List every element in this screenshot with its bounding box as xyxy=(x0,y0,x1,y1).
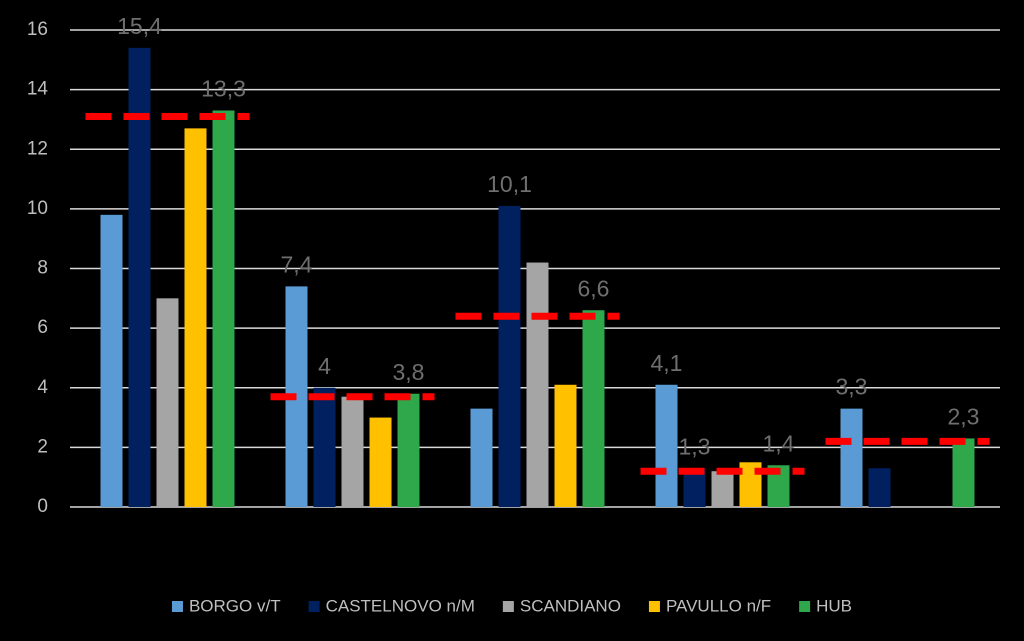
y-tick-label: 10 xyxy=(27,198,48,219)
y-tick-label: 8 xyxy=(37,258,48,279)
legend-label: PAVULLO n/F xyxy=(666,596,771,615)
bar xyxy=(840,408,863,507)
y-tick-label: 14 xyxy=(27,79,49,100)
data-label: 4,1 xyxy=(651,350,683,376)
bar xyxy=(498,205,521,508)
bar xyxy=(868,468,891,507)
data-label: 15,4 xyxy=(117,13,162,39)
bar xyxy=(313,387,336,507)
legend-label: BORGO v/T xyxy=(189,596,281,615)
data-label: 3,8 xyxy=(393,359,425,385)
y-tick-label: 12 xyxy=(27,138,48,159)
legend-marker xyxy=(502,601,514,612)
data-label: 1,4 xyxy=(763,430,795,456)
data-label: 3,3 xyxy=(836,374,868,400)
legend-marker xyxy=(648,601,660,612)
bar xyxy=(369,417,392,507)
bar xyxy=(470,408,493,507)
y-tick-label: 6 xyxy=(37,317,48,338)
legend-label: CASTELNOVO n/M xyxy=(326,596,475,615)
data-label: 4 xyxy=(318,353,331,379)
bar xyxy=(554,384,577,507)
bar xyxy=(397,393,420,507)
y-tick-label: 16 xyxy=(27,19,48,40)
data-label: 1,3 xyxy=(679,433,711,459)
data-label: 6,6 xyxy=(578,275,610,301)
bar xyxy=(711,471,734,507)
data-label: 2,3 xyxy=(948,404,980,430)
legend-label: HUB xyxy=(816,596,852,615)
bar xyxy=(767,465,790,507)
data-label: 10,1 xyxy=(487,171,532,197)
bar xyxy=(100,214,123,507)
bar xyxy=(212,110,235,508)
bar xyxy=(683,468,706,507)
y-tick-label: 4 xyxy=(37,377,48,398)
bar xyxy=(952,438,975,507)
bar xyxy=(655,384,678,507)
bar xyxy=(184,128,207,507)
bar xyxy=(526,262,549,507)
legend-label: SCANDIANO xyxy=(520,596,621,615)
data-label: 7,4 xyxy=(281,251,313,277)
y-tick-label: 0 xyxy=(37,496,48,517)
bar xyxy=(582,310,605,507)
bar xyxy=(156,298,179,507)
legend-marker xyxy=(171,601,183,612)
data-label: 13,3 xyxy=(201,76,246,102)
y-tick-label: 2 xyxy=(37,436,48,457)
bar xyxy=(341,396,364,507)
legend-marker xyxy=(799,601,811,612)
bar xyxy=(128,47,151,507)
legend-marker xyxy=(308,601,320,612)
